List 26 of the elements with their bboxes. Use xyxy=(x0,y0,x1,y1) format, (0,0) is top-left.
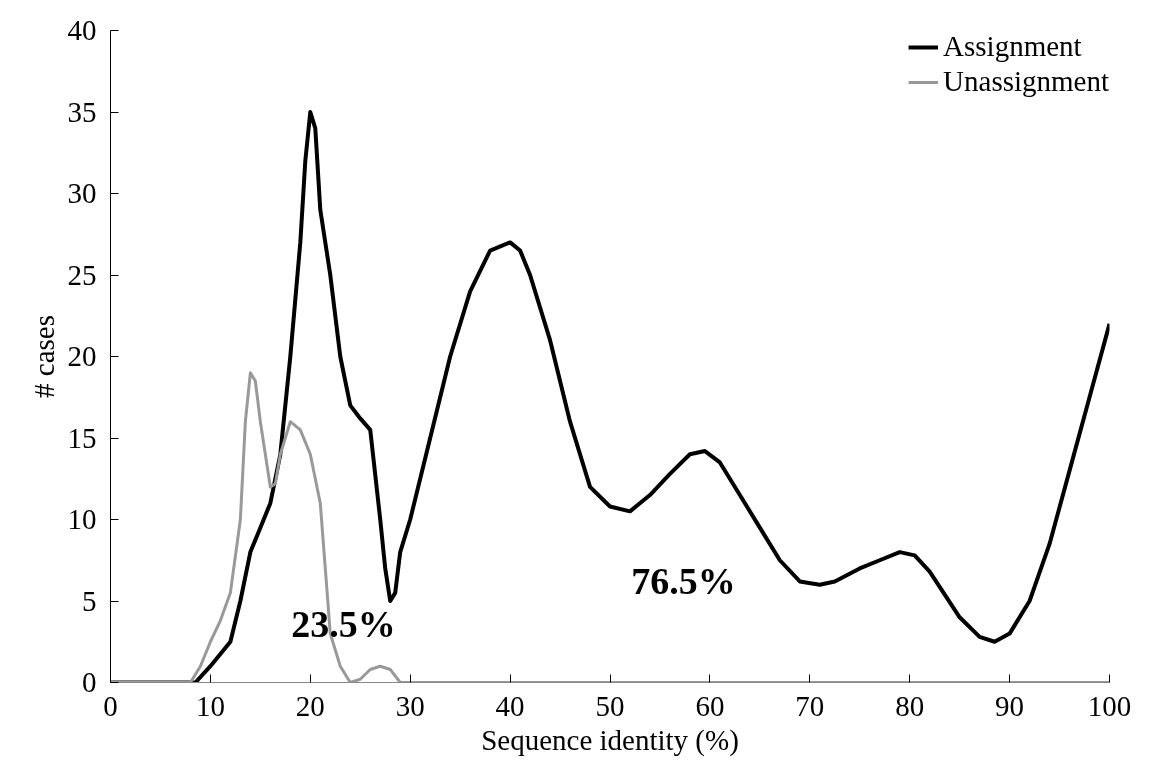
x-tick-label: 20 xyxy=(295,689,325,722)
x-tick-label: 100 xyxy=(1087,689,1132,722)
y-tick-label: 20 xyxy=(67,340,97,372)
x-tick-label: 30 xyxy=(395,689,425,722)
legend-label: Assignment xyxy=(943,30,1082,63)
x-tick-label: 0 xyxy=(103,689,118,722)
y-tick-label: 10 xyxy=(67,503,97,535)
y-tick-label: 25 xyxy=(67,258,97,291)
y-tick-label: 40 xyxy=(67,14,97,46)
y-axis-title: # cases xyxy=(27,315,60,398)
x-tick-label: 10 xyxy=(195,689,225,722)
x-tick-label: 50 xyxy=(595,689,625,722)
x-tick-label: 60 xyxy=(695,689,725,722)
y-tick-label: 5 xyxy=(82,584,97,617)
x-tick-label: 90 xyxy=(995,689,1025,722)
legend-label: Unassignment xyxy=(943,65,1109,98)
x-axis-title: Sequence identity (%) xyxy=(481,723,739,757)
x-tick-label: 80 xyxy=(895,689,925,722)
y-tick-label: 15 xyxy=(67,421,97,454)
annotation: 76.5% xyxy=(631,559,736,602)
x-tick-label: 40 xyxy=(495,689,525,722)
y-tick-label: 0 xyxy=(82,666,97,698)
y-tick-label: 35 xyxy=(67,95,97,128)
y-tick-label: 30 xyxy=(67,177,97,209)
x-tick-label: 70 xyxy=(795,689,825,722)
annotation: 23.5% xyxy=(291,602,396,645)
